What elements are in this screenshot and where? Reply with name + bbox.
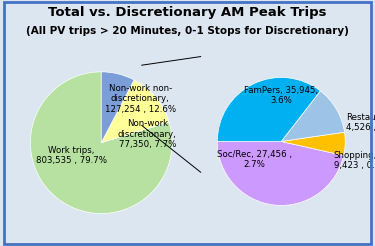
Text: Non-work non-
discretionary,
127,254 , 12.6%: Non-work non- discretionary, 127,254 , 1… (105, 84, 176, 114)
Wedge shape (281, 91, 345, 141)
Wedge shape (217, 77, 321, 141)
Text: Soc/Rec, 27,456 ,
2.7%: Soc/Rec, 27,456 , 2.7% (217, 150, 292, 169)
Text: Total vs. Discretionary AM Peak Trips: Total vs. Discretionary AM Peak Trips (48, 6, 327, 19)
Wedge shape (281, 132, 345, 155)
Wedge shape (101, 80, 169, 143)
Text: Shopping,
9,423 , 0.9%: Shopping, 9,423 , 0.9% (334, 151, 375, 170)
Wedge shape (30, 72, 172, 214)
Text: (All PV trips > 20 Minutes, 0-1 Stops for Discretionary): (All PV trips > 20 Minutes, 0-1 Stops fo… (26, 26, 349, 36)
Wedge shape (217, 141, 344, 205)
Text: Work trips,
803,535 , 79.7%: Work trips, 803,535 , 79.7% (36, 146, 107, 165)
Wedge shape (101, 72, 134, 143)
Text: FamPers, 35,945,
3.6%: FamPers, 35,945, 3.6% (244, 86, 318, 105)
Text: Non-work
discretionary,
77,350, 7.7%: Non-work discretionary, 77,350, 7.7% (118, 119, 177, 149)
Text: Restaurant,
4,526 , 0.5%: Restaurant, 4,526 , 0.5% (346, 113, 375, 132)
